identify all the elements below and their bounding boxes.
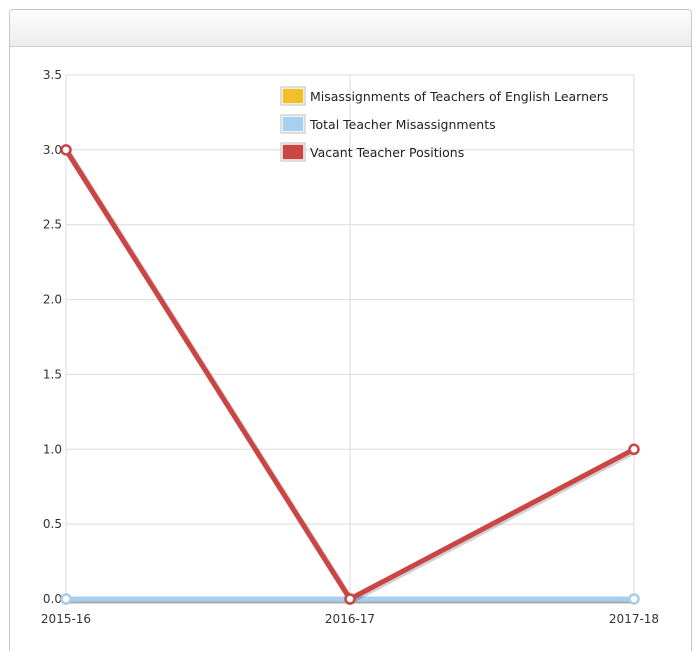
series-lines xyxy=(60,144,640,605)
legend-swatch-border xyxy=(280,114,306,134)
legend-item[interactable]: Misassignments of Teachers of English Le… xyxy=(280,86,608,106)
legend-swatch xyxy=(281,115,305,133)
data-point[interactable] xyxy=(344,593,356,605)
y-tick-label: 1.0 xyxy=(43,442,62,456)
y-tick-label: 1.5 xyxy=(43,367,62,381)
legend-label: Total Teacher Misassignments xyxy=(309,117,496,132)
legend-swatch xyxy=(281,87,305,105)
y-axis-ticks: 0.0 0.5 1.0 1.5 2.0 2.5 3.0 3.5 xyxy=(43,68,62,606)
legend-swatch-border xyxy=(280,142,306,162)
legend-label: Vacant Teacher Positions xyxy=(310,145,464,160)
legend-swatch-border xyxy=(280,86,306,106)
legend: Misassignments of Teachers of English Le… xyxy=(280,86,608,162)
series-shadow xyxy=(64,148,639,604)
y-tick-label: 2.5 xyxy=(43,218,62,232)
y-tick-label: 3.0 xyxy=(43,143,62,157)
x-axis-ticks: 2015-16 2016-17 2017-18 xyxy=(41,612,659,626)
data-point[interactable] xyxy=(628,593,640,605)
x-tick-label: 2015-16 xyxy=(41,612,91,626)
y-tick-label: 3.5 xyxy=(43,68,62,82)
grid-lines xyxy=(65,74,635,600)
x-tick-label: 2016-17 xyxy=(325,612,375,626)
legend-label: Misassignments of Teachers of English Le… xyxy=(310,89,608,104)
y-tick-label: 2.0 xyxy=(43,293,62,307)
y-tick-label: 0.0 xyxy=(43,592,62,606)
data-point[interactable] xyxy=(60,144,72,156)
x-tick-label: 2017-18 xyxy=(609,612,659,626)
panel-header xyxy=(10,10,691,47)
data-point[interactable] xyxy=(628,443,640,456)
legend-swatch xyxy=(281,143,305,161)
legend-item[interactable]: Vacant Teacher Positions xyxy=(280,142,464,162)
series-group xyxy=(60,144,640,605)
y-tick-label: 0.5 xyxy=(43,517,62,531)
data-point[interactable] xyxy=(60,593,72,605)
legend-item[interactable]: Total Teacher Misassignments xyxy=(280,114,496,134)
